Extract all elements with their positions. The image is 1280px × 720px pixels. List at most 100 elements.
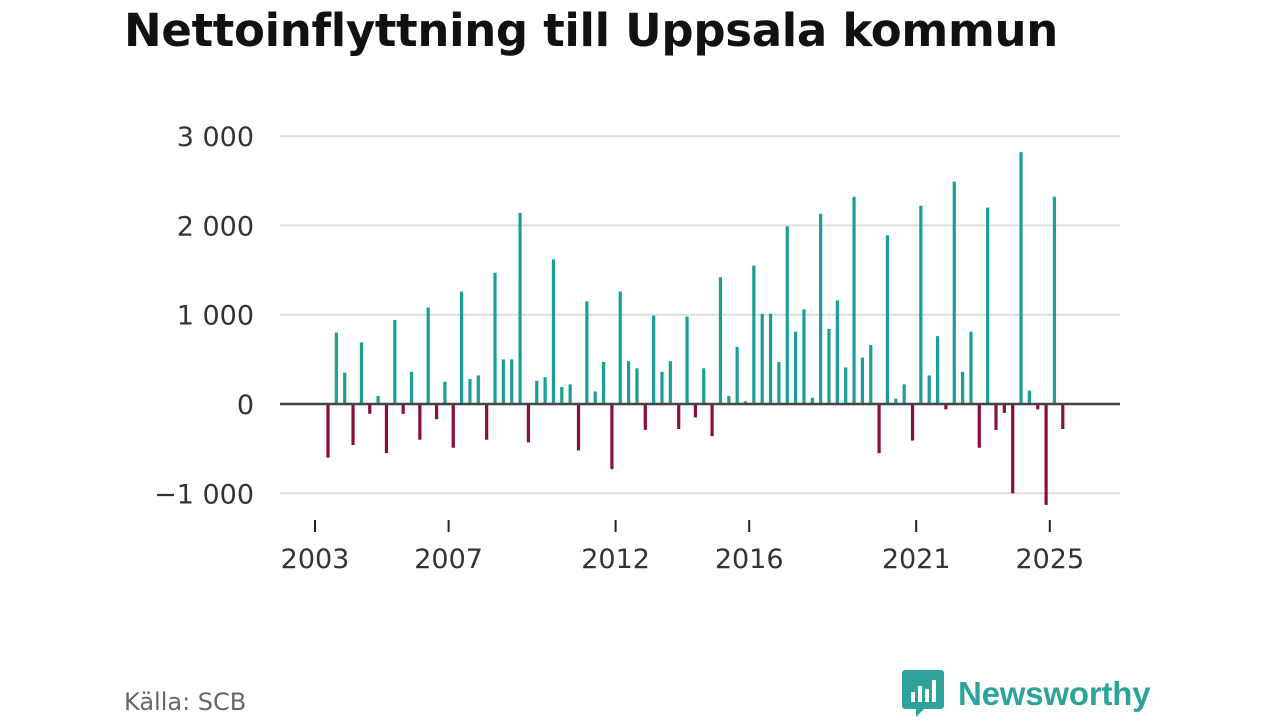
bar-negative — [434, 404, 439, 420]
bar-negative — [485, 404, 489, 440]
y-tick-label: 0 — [237, 390, 254, 421]
bar-positive — [794, 331, 798, 404]
bar-negative — [526, 404, 530, 443]
bar-positive — [952, 181, 956, 404]
bar-positive — [685, 316, 689, 404]
bar-positive — [927, 375, 931, 404]
bar-positive — [768, 313, 773, 404]
bar-positive — [601, 362, 606, 404]
bar-positive — [702, 368, 706, 404]
y-tick-label: 1 000 — [177, 301, 254, 332]
bar-negative — [368, 404, 372, 414]
gridlines — [280, 135, 1120, 495]
bar-positive — [1027, 390, 1031, 404]
bar-positive — [585, 301, 589, 404]
bar-positive — [827, 328, 831, 404]
bar-positive — [443, 381, 447, 404]
bar-positive — [493, 272, 497, 404]
bar-positive — [476, 375, 480, 404]
bar-positive — [743, 401, 748, 404]
bar-positive — [376, 395, 380, 404]
bar-positive — [961, 371, 965, 404]
brand-name: Newsworthy — [958, 675, 1151, 712]
x-tick-label: 2021 — [882, 544, 951, 575]
bar-negative — [610, 404, 614, 470]
bar-positive — [618, 291, 622, 404]
bar-negative — [910, 404, 915, 441]
bar-positive — [393, 320, 397, 404]
bar-positive — [593, 391, 597, 404]
bar-positive — [668, 361, 672, 404]
x-tick-label: 2016 — [715, 544, 784, 575]
bar-positive — [844, 367, 848, 404]
bar-positive — [819, 213, 823, 404]
bar-positive — [1052, 196, 1057, 404]
bar-negative — [710, 404, 714, 437]
bar-negative — [418, 404, 422, 440]
bar-negative — [977, 404, 981, 448]
bar-positive — [409, 371, 414, 404]
bar-positive — [652, 315, 656, 404]
bar-negative — [994, 404, 998, 430]
bar-positive — [969, 331, 973, 404]
bar-negative — [351, 404, 355, 446]
bar-positive — [835, 300, 839, 404]
bar-positive — [334, 332, 338, 404]
bar-negative — [576, 404, 581, 451]
x-axis-ticks: 2003 2007 2012 2016 2021 2025 — [281, 520, 1084, 575]
bar-positive — [735, 346, 739, 404]
bar-positive — [869, 345, 873, 404]
bar-positive — [902, 384, 906, 404]
bar-positive — [660, 371, 664, 404]
bar-negative — [1036, 404, 1040, 410]
bar-positive — [727, 395, 731, 404]
bar-positive — [426, 307, 430, 404]
bar-positive — [560, 387, 564, 404]
bar-positive — [518, 212, 522, 404]
bar-positive — [894, 398, 898, 404]
bar-positive — [986, 207, 990, 404]
bar-positive — [510, 359, 514, 404]
bar-positive — [468, 378, 472, 404]
brand-logo: Newsworthy — [902, 670, 1151, 718]
bar-positive — [1019, 152, 1023, 404]
bar-positive — [718, 277, 723, 404]
bar-positive — [359, 342, 363, 404]
x-tick-label: 2012 — [581, 544, 650, 575]
bar-negative — [1011, 404, 1015, 494]
bar-positive — [802, 309, 806, 404]
bar-positive — [535, 380, 539, 404]
bar-negative — [944, 404, 948, 410]
bar-negative — [693, 404, 697, 418]
y-tick-label: 3 000 — [177, 122, 254, 153]
bar-positive — [460, 291, 464, 404]
bar-positive — [919, 205, 923, 404]
bar-positive — [635, 368, 639, 404]
bar-positive — [543, 377, 547, 404]
bar-positive — [760, 313, 764, 404]
bar-negative — [1044, 404, 1048, 505]
bars — [326, 152, 1065, 505]
bar-negative — [1061, 404, 1065, 430]
y-tick-label: 2 000 — [177, 211, 254, 242]
bar-positive — [752, 265, 756, 404]
bar-negative — [401, 404, 405, 414]
bar-positive — [501, 359, 505, 404]
bar-negative — [877, 404, 881, 454]
x-tick-label: 2007 — [414, 544, 483, 575]
bar-negative — [1002, 404, 1006, 413]
x-tick-label: 2003 — [281, 544, 350, 575]
bar-positive — [343, 372, 347, 404]
bar-negative — [677, 404, 681, 430]
bar-positive — [627, 361, 631, 404]
newsworthy-logo-icon — [902, 670, 944, 717]
bar-negative — [451, 404, 455, 448]
chart-title: Nettoinflyttning till Uppsala kommun — [124, 4, 1059, 57]
bar-positive — [777, 362, 781, 404]
bar-negative — [384, 404, 389, 454]
bar-negative — [643, 404, 647, 430]
bar-positive — [810, 397, 814, 404]
bar-negative — [326, 404, 330, 458]
x-tick-label: 2025 — [1015, 544, 1084, 575]
